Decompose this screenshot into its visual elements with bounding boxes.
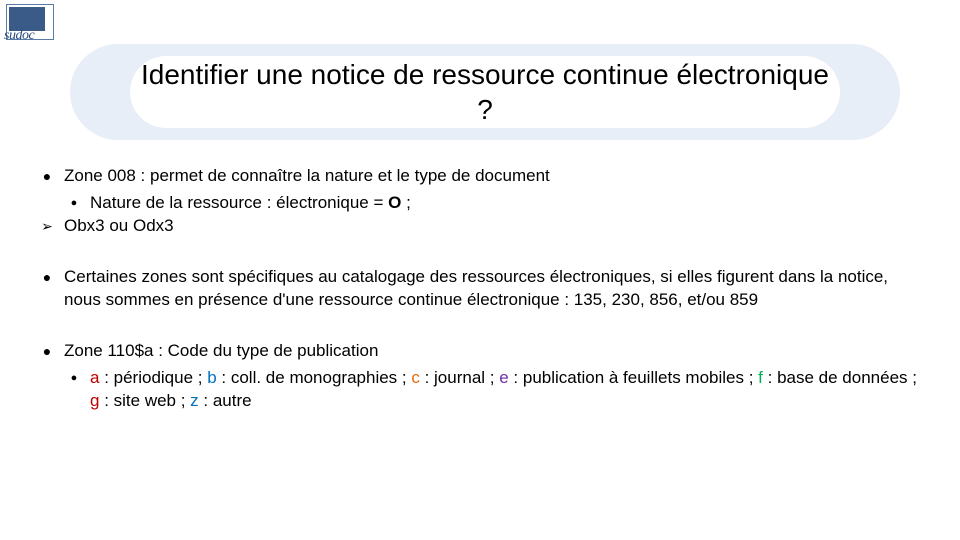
sub-text: Nature de la ressource : électronique = … (80, 192, 920, 215)
code-key: z (190, 391, 199, 410)
bullet-row: ●Zone 110$a : Code du type de publicatio… (40, 340, 920, 363)
sub-row: ●Nature de la ressource : électronique =… (40, 192, 920, 215)
sub-list: ●Nature de la ressource : électronique =… (40, 192, 920, 238)
arrow-marker: ➢ (40, 215, 54, 238)
code-label: : publication à feuillets mobiles ; (509, 368, 758, 387)
text-suffix: ; (401, 193, 410, 212)
bullet-text: Zone 008 : permet de connaître la nature… (54, 165, 920, 188)
bullet-row: ●Zone 008 : permet de connaître la natur… (40, 165, 920, 188)
title-container: Identifier une notice de ressource conti… (70, 44, 900, 140)
list-item: ●Certaines zones sont spécifiques au cat… (40, 266, 920, 312)
sub-text: Obx3 ou Odx3 (54, 215, 920, 238)
bullet-marker: ● (40, 165, 54, 188)
bullet-marker: ● (40, 266, 54, 312)
sub-item: ●Nature de la ressource : électronique =… (40, 192, 920, 215)
logo-text: sudoc (4, 28, 34, 44)
code-key: c (411, 368, 420, 387)
code-key: e (499, 368, 508, 387)
dot-marker: ● (68, 192, 80, 215)
sub-item: ➢Obx3 ou Odx3 (40, 215, 920, 238)
bullet-row: ●Certaines zones sont spécifiques au cat… (40, 266, 920, 312)
code-key: b (207, 368, 216, 387)
code-label: : périodique ; (99, 368, 207, 387)
sub-row: ●a : périodique ; b : coll. de monograph… (40, 367, 920, 413)
dot-marker: ● (68, 367, 80, 413)
content: ●Zone 008 : permet de connaître la natur… (40, 165, 920, 441)
bullet-text: Certaines zones sont spécifiques au cata… (54, 266, 920, 312)
logo: sudoc (6, 4, 54, 40)
text-prefix: Nature de la ressource : électronique = (90, 193, 388, 212)
code-label: : journal ; (420, 368, 499, 387)
code-label: : coll. de monographies ; (217, 368, 412, 387)
title-inner: Identifier une notice de ressource conti… (130, 56, 840, 128)
code-label: : base de données ; (763, 368, 917, 387)
bullet-marker: ● (40, 340, 54, 363)
sub-list: ●a : périodique ; b : coll. de monograph… (40, 367, 920, 413)
sub-item: ●a : périodique ; b : coll. de monograph… (40, 367, 920, 413)
list-item: ●Zone 008 : permet de connaître la natur… (40, 165, 920, 238)
bullet-list: ●Zone 008 : permet de connaître la natur… (40, 165, 920, 413)
sub-text: a : périodique ; b : coll. de monographi… (80, 367, 920, 413)
slide-title: Identifier une notice de ressource conti… (130, 57, 840, 127)
bullet-text: Zone 110$a : Code du type de publication (54, 340, 920, 363)
sub-row: ➢Obx3 ou Odx3 (40, 215, 920, 238)
code-label: : autre (199, 391, 252, 410)
list-item: ●Zone 110$a : Code du type de publicatio… (40, 340, 920, 413)
title-bg: Identifier une notice de ressource conti… (70, 44, 900, 140)
text-bold: O (388, 193, 401, 212)
code-label: : site web ; (99, 391, 190, 410)
